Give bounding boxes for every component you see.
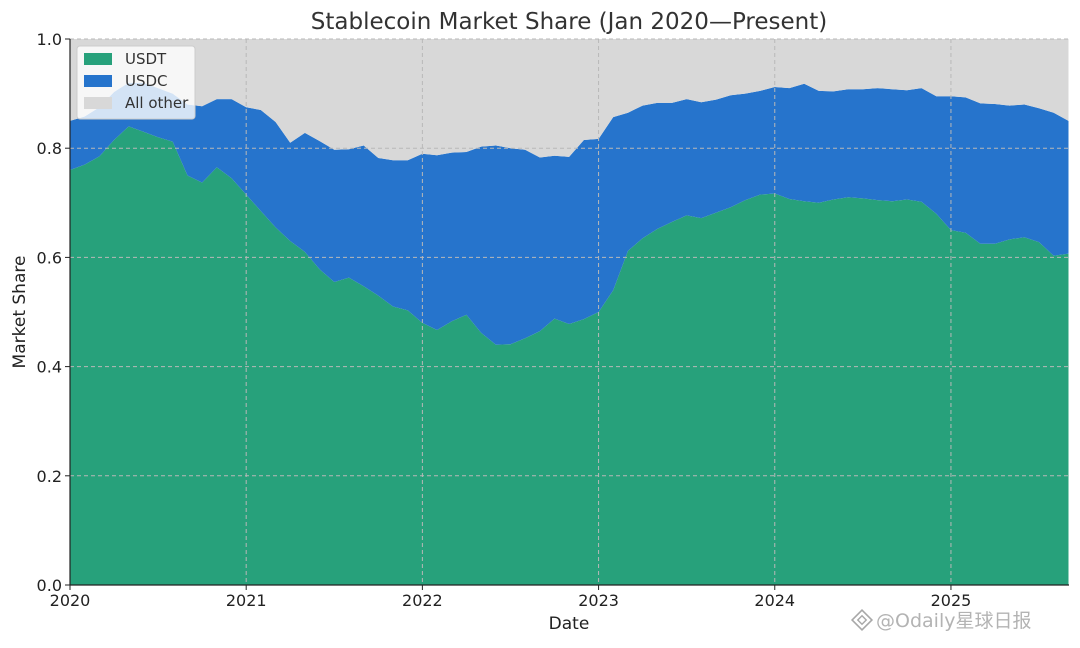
legend-swatch-usdc bbox=[84, 75, 112, 87]
legend-swatch-all-other bbox=[84, 97, 112, 109]
watermark-text: @Odaily星球日报 bbox=[876, 610, 1031, 632]
x-tick-label: 2024 bbox=[754, 591, 795, 610]
y-tick-label: 0.2 bbox=[37, 467, 62, 486]
x-tick-label: 2020 bbox=[50, 591, 91, 610]
y-tick-label: 0.0 bbox=[37, 576, 62, 595]
series-area-all-other bbox=[70, 39, 1069, 161]
series-area-usdc bbox=[70, 82, 1069, 345]
y-axis-label: Market Share bbox=[10, 256, 30, 369]
chart-title: Stablecoin Market Share (Jan 2020—Presen… bbox=[311, 9, 827, 35]
legend-label-all-other: All other bbox=[125, 94, 189, 112]
odaily-logo-icon bbox=[850, 608, 874, 632]
legend: USDT USDC All other bbox=[76, 45, 196, 120]
y-tick-label: 0.4 bbox=[37, 358, 62, 377]
y-tick-label: 1.0 bbox=[37, 30, 62, 49]
plot-area bbox=[70, 39, 1069, 586]
y-tick-label: 0.6 bbox=[37, 248, 62, 267]
y-tick-label: 0.8 bbox=[37, 139, 62, 158]
legend-label-usdc: USDC bbox=[125, 72, 168, 90]
x-tick-label: 2023 bbox=[578, 591, 619, 610]
x-tick-labels: 2020 2021 2022 2023 2024 2025 bbox=[50, 585, 972, 610]
x-tick-label: 2025 bbox=[931, 591, 972, 610]
watermark: @Odaily星球日报 bbox=[850, 608, 1031, 632]
x-axis-label: Date bbox=[549, 614, 590, 634]
legend-label-usdt: USDT bbox=[125, 50, 167, 68]
x-tick-label: 2021 bbox=[226, 591, 267, 610]
legend-swatch-usdt bbox=[84, 53, 112, 65]
series-area-usdt bbox=[70, 126, 1069, 586]
axes bbox=[69, 39, 1069, 586]
y-tick-labels: 0.0 0.2 0.4 0.6 0.8 1.0 bbox=[37, 30, 70, 595]
x-tick-label: 2022 bbox=[402, 591, 443, 610]
